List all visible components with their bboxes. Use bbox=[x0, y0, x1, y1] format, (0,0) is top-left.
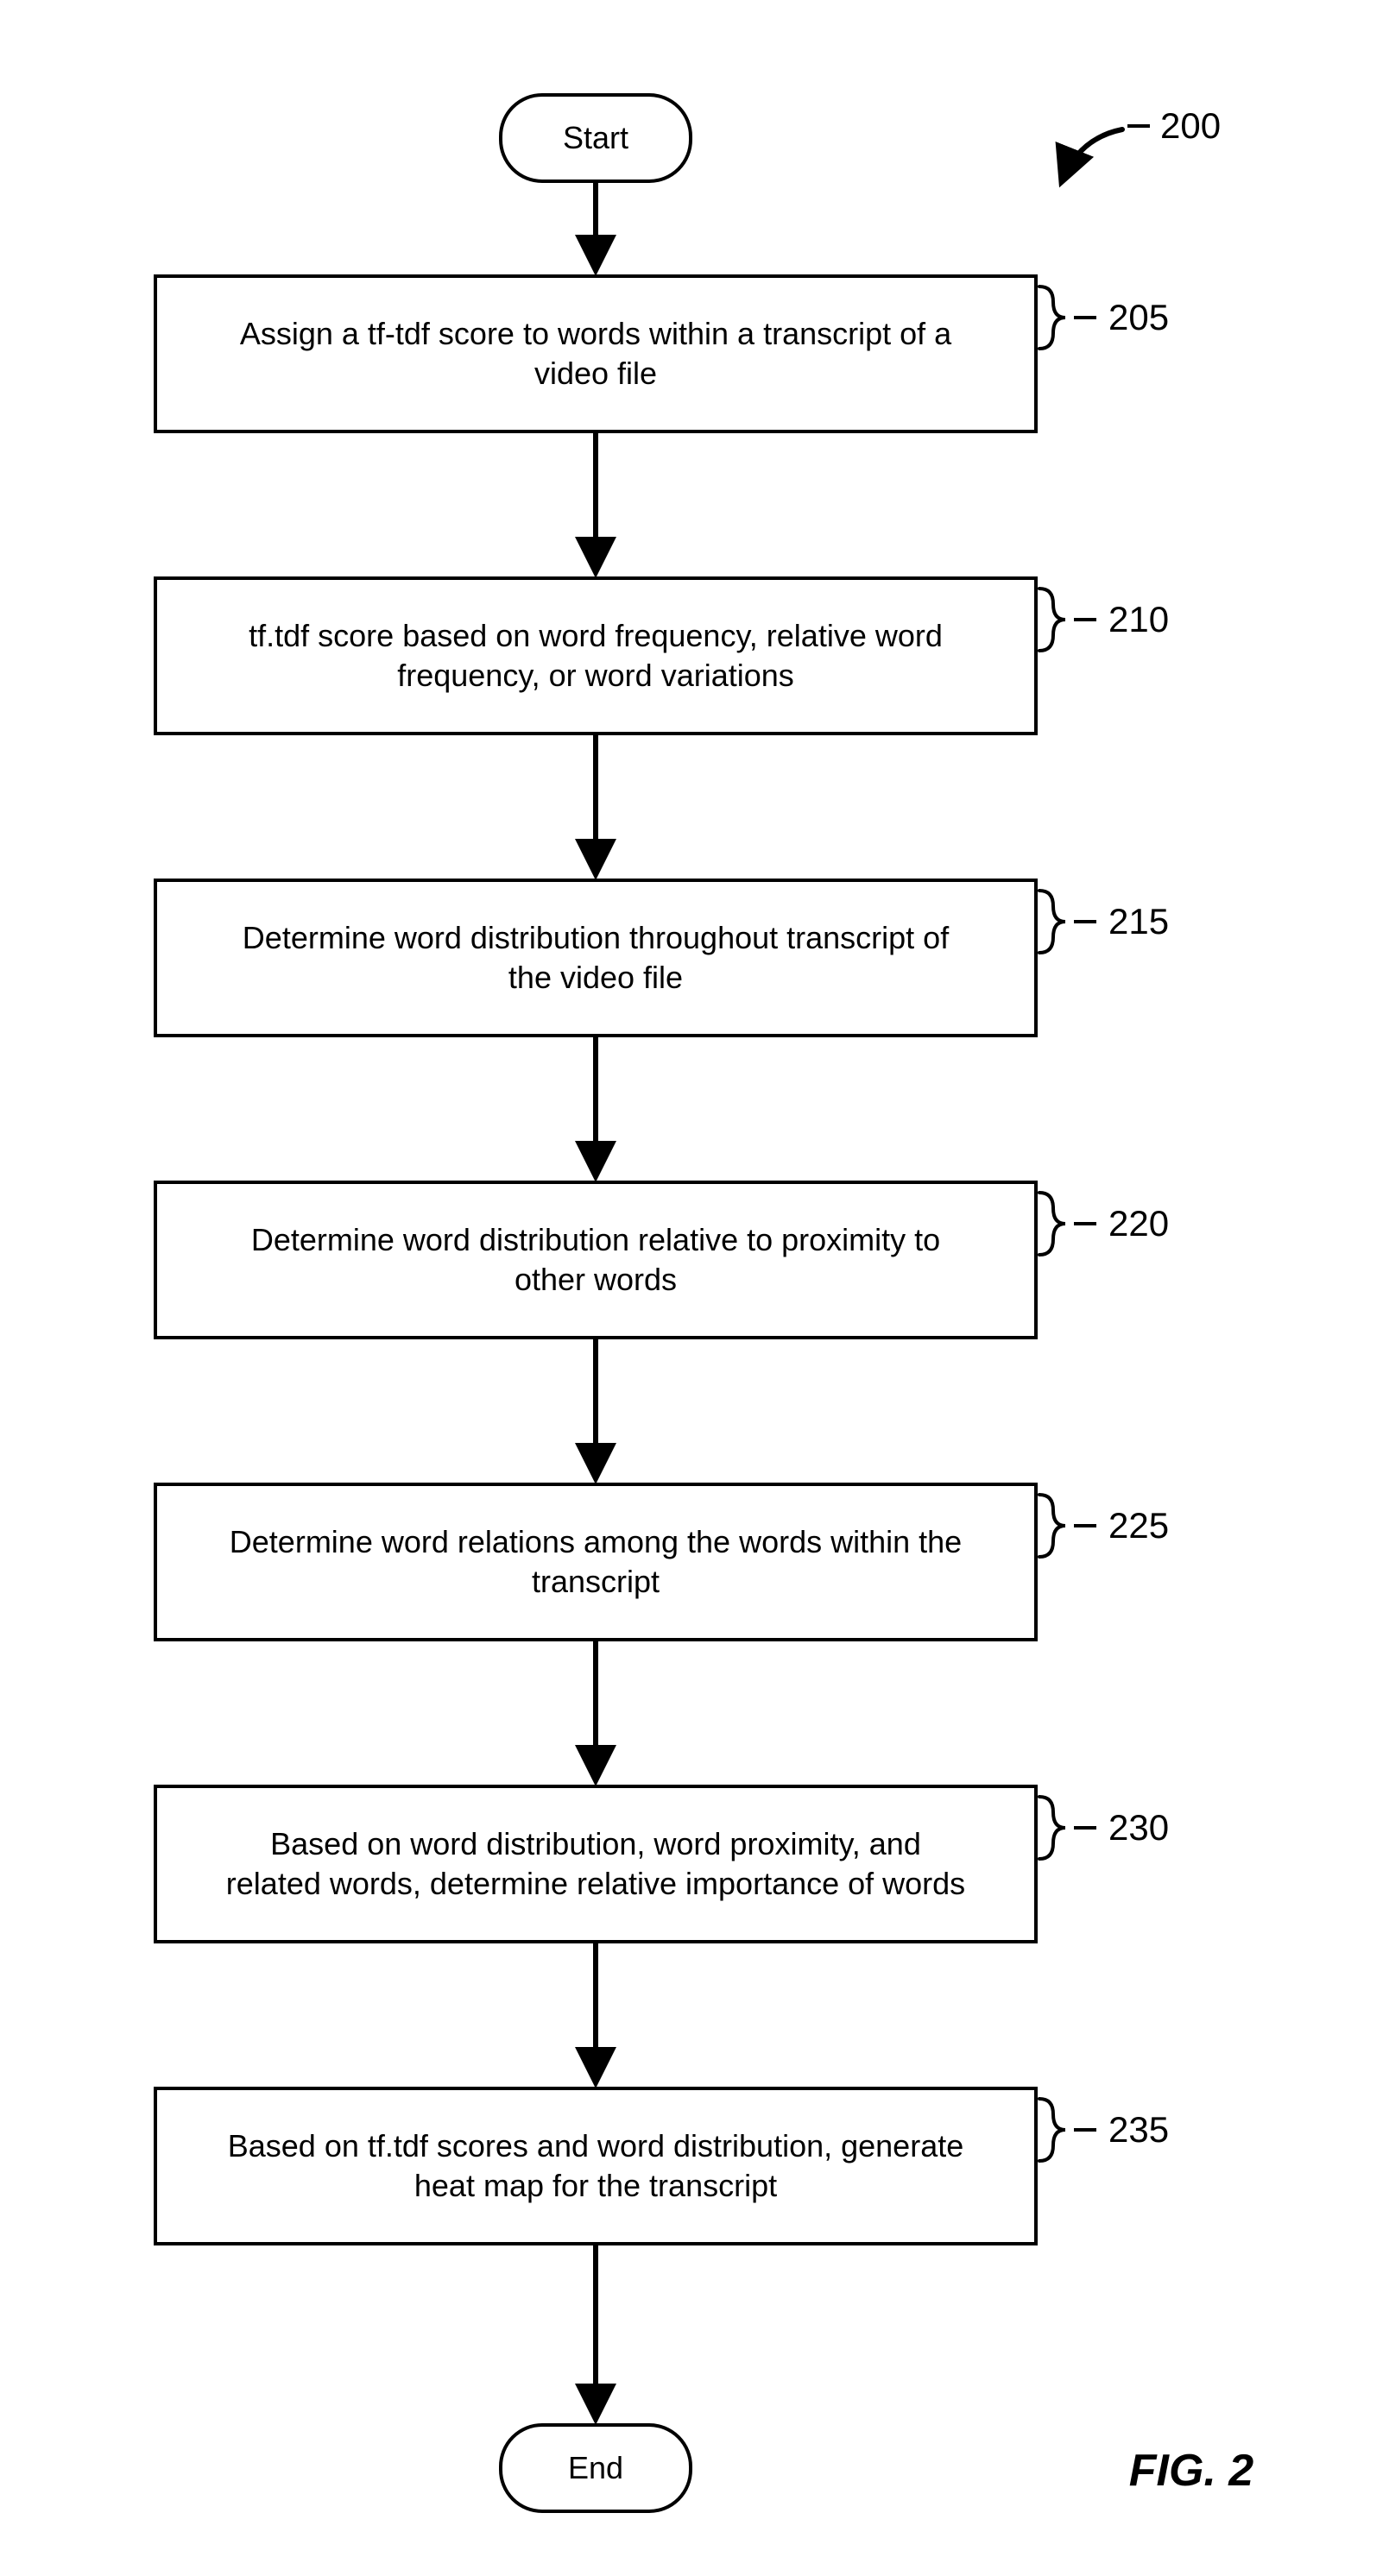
process-box-225 bbox=[155, 1484, 1036, 1640]
ref-number-210: 210 bbox=[1108, 599, 1169, 639]
process-box-210-line-1: frequency, or word variations bbox=[397, 658, 794, 693]
process-box-235 bbox=[155, 2088, 1036, 2244]
terminal-end-label: End bbox=[568, 2450, 623, 2485]
process-box-235-line-0: Based on tf.tdf scores and word distribu… bbox=[228, 2128, 964, 2163]
ref-bracket-215 bbox=[1039, 891, 1065, 953]
ref-bracket-220 bbox=[1039, 1193, 1065, 1255]
ref-bracket-225 bbox=[1039, 1495, 1065, 1557]
process-box-210 bbox=[155, 578, 1036, 734]
process-box-210-line-0: tf.tdf score based on word frequency, re… bbox=[249, 618, 943, 653]
process-box-215-line-1: the video file bbox=[508, 960, 683, 995]
ref-number-225: 225 bbox=[1108, 1505, 1169, 1546]
figure-label: FIG. 2 bbox=[1129, 2446, 1254, 2496]
process-box-205-line-0: Assign a tf-tdf score to words within a … bbox=[240, 316, 952, 351]
ref-bracket-230 bbox=[1039, 1797, 1065, 1859]
process-box-220-line-1: other words bbox=[515, 1262, 677, 1297]
ref-number-220: 220 bbox=[1108, 1203, 1169, 1244]
overall-ref-leader bbox=[1062, 129, 1122, 181]
process-box-235-line-1: heat map for the transcript bbox=[414, 2168, 777, 2203]
overall-ref-number: 200 bbox=[1160, 105, 1221, 146]
ref-bracket-210 bbox=[1039, 589, 1065, 651]
process-box-220-line-0: Determine word distribution relative to … bbox=[251, 1222, 940, 1257]
ref-number-215: 215 bbox=[1108, 901, 1169, 942]
ref-number-230: 230 bbox=[1108, 1807, 1169, 1848]
process-box-215-line-0: Determine word distribution throughout t… bbox=[243, 920, 950, 955]
ref-number-205: 205 bbox=[1108, 297, 1169, 337]
process-box-230-line-0: Based on word distribution, word proximi… bbox=[270, 1826, 921, 1861]
process-box-230 bbox=[155, 1786, 1036, 1942]
process-box-225-line-0: Determine word relations among the words… bbox=[230, 1524, 962, 1559]
process-box-220 bbox=[155, 1182, 1036, 1338]
ref-bracket-235 bbox=[1039, 2099, 1065, 2161]
process-box-215 bbox=[155, 880, 1036, 1036]
terminal-start-label: Start bbox=[563, 120, 628, 155]
ref-number-235: 235 bbox=[1108, 2109, 1169, 2150]
process-box-205-line-1: video file bbox=[534, 356, 657, 391]
process-box-225-line-1: transcript bbox=[532, 1564, 660, 1599]
process-box-205 bbox=[155, 276, 1036, 431]
ref-bracket-205 bbox=[1039, 287, 1065, 349]
process-box-230-line-1: related words, determine relative import… bbox=[226, 1866, 965, 1901]
